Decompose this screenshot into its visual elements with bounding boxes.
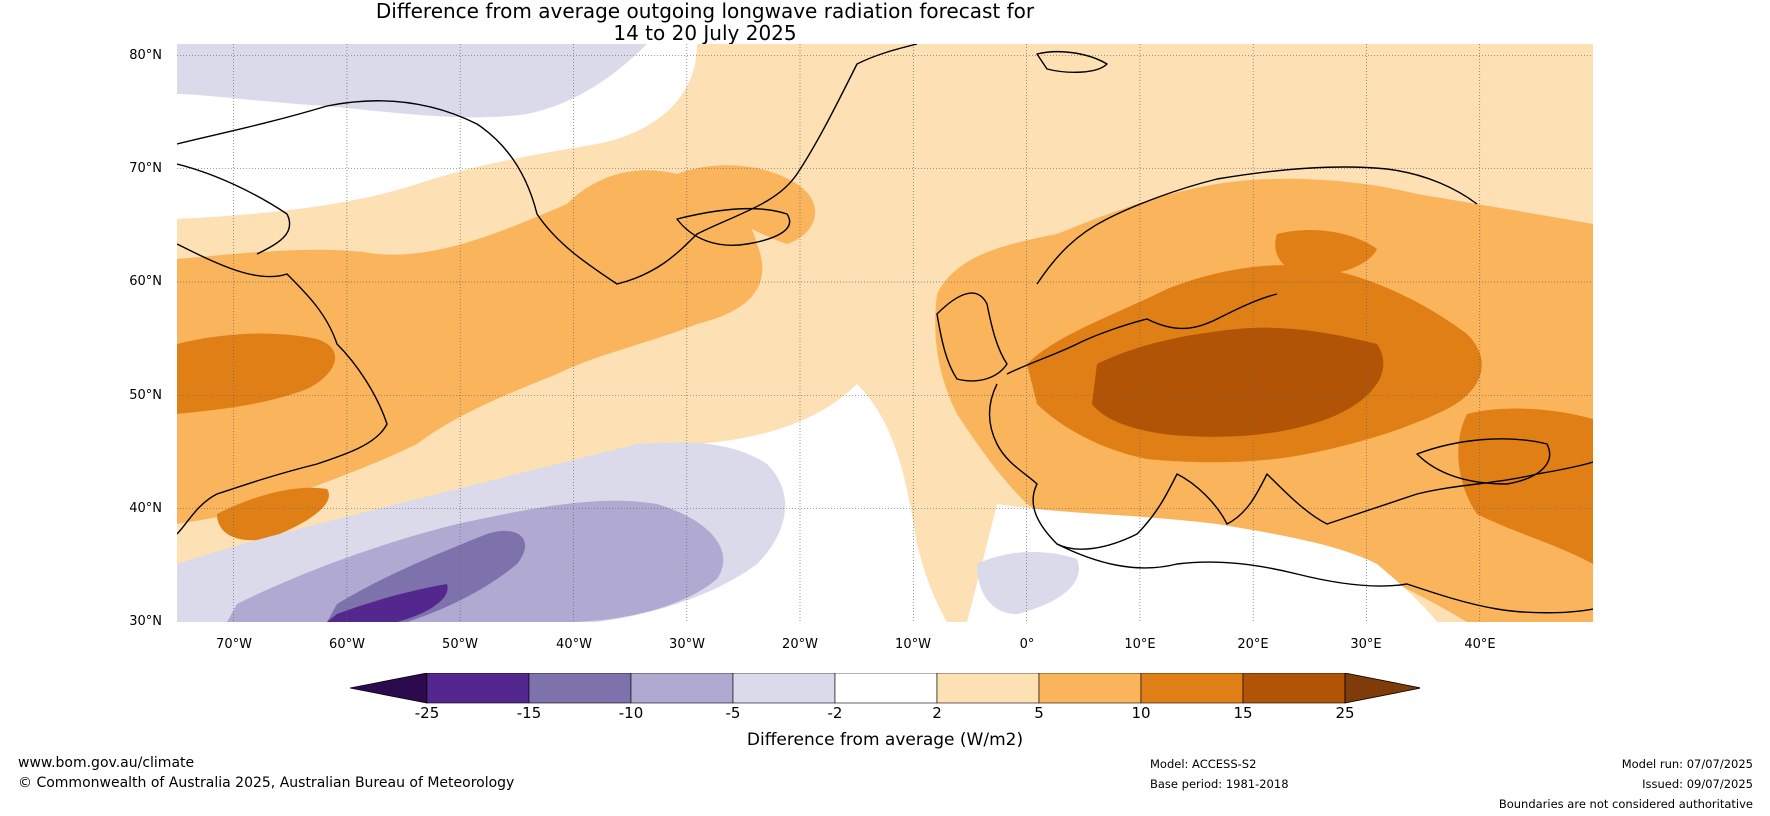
lon-label-40e: 40°E	[1464, 637, 1496, 652]
lon-label-10e: 10°E	[1124, 637, 1156, 652]
colorbar-extend-low	[350, 673, 428, 704]
coastline-greenland	[177, 44, 918, 285]
footer-model: Model: ACCESS-S2	[1150, 757, 1257, 771]
title-line-2: 14 to 20 July 2025	[613, 21, 797, 45]
colorbar-label: Difference from average (W/m2)	[746, 730, 1024, 750]
lon-label-70w: 70°W	[216, 637, 252, 652]
lon-label-60w: 60°W	[329, 637, 365, 652]
colorbar-tick: 2	[932, 704, 942, 722]
coastline-svalbard	[1036, 51, 1108, 73]
footer-disclaimer: Boundaries are not considered authoritat…	[1498, 797, 1753, 811]
map-gridlines	[177, 44, 1593, 622]
coastline-labrador	[177, 243, 388, 535]
colorbar-tick: -5	[725, 704, 741, 722]
anomaly-15-25-central-europe	[1092, 327, 1384, 437]
lat-label-80: 80°N	[129, 48, 162, 63]
lon-label-30w: 30°W	[669, 637, 705, 652]
lat-label-40: 40°N	[129, 501, 162, 516]
colorbar-tick: 25	[1335, 704, 1355, 722]
footer-copyright: © Commonwealth of Australia 2025, Austra…	[18, 775, 515, 791]
coastline-europe	[988, 293, 1593, 550]
anomaly-5-10-greenland-sea	[567, 165, 816, 244]
anomaly-neg-15-25-atlantic	[327, 584, 448, 622]
anomaly-10-15-scandinavia	[1275, 229, 1377, 276]
lon-label-20w: 20°W	[782, 637, 818, 652]
lon-label-0: 0°	[1019, 637, 1035, 652]
colorbar-tick: -15	[516, 704, 542, 722]
title-line-1: Difference from average outgoing longwav…	[375, 0, 1035, 23]
map-title: Difference from average outgoing longwav…	[0, 0, 1410, 44]
footer-website: www.bom.gov.au/climate	[18, 755, 195, 771]
colorbar-segment	[426, 673, 530, 704]
colorbar-segment	[630, 673, 734, 704]
footer-issued: Issued: 09/07/2025	[1642, 777, 1753, 791]
anomaly-neg-2-5-greenland	[177, 44, 647, 118]
colorbar-segment	[1140, 673, 1244, 704]
lon-label-30e: 30°E	[1350, 637, 1382, 652]
colorbar-tick: -10	[618, 704, 644, 722]
lon-label-20e: 20°E	[1237, 637, 1269, 652]
lon-label-40w: 40°W	[556, 637, 592, 652]
colorbar-segment	[732, 673, 836, 704]
coastline-north-africa	[1056, 543, 1593, 614]
anomaly-neg-10-15-atlantic	[327, 530, 526, 622]
colorbar-segment	[936, 673, 1040, 704]
coastline-norway	[1036, 166, 1478, 285]
colorbar-tick: 5	[1034, 704, 1044, 722]
lat-label-70: 70°N	[129, 161, 162, 176]
colorbar-segment	[528, 673, 632, 704]
lat-label-60: 60°N	[129, 274, 162, 289]
colorbar-segment	[1242, 673, 1346, 704]
anomaly-neutral-north-africa	[967, 504, 1437, 622]
coastlines	[177, 44, 1593, 614]
coastline-baffin	[177, 163, 291, 255]
colorbar-tick: -25	[414, 704, 440, 722]
colorbar	[350, 673, 1420, 704]
anomaly-5-10-atlantic	[177, 192, 763, 525]
lat-label-30: 30°N	[129, 614, 162, 629]
coastline-iceland	[676, 207, 791, 246]
colorbar-extend-high	[1344, 673, 1420, 704]
anomaly-10-15-labrador	[177, 333, 336, 414]
coastline-uk	[936, 292, 1008, 382]
footer-model-run: Model run: 07/07/2025	[1621, 757, 1753, 771]
coastline-black-sea	[1416, 438, 1551, 485]
lon-label-10w: 10°W	[895, 637, 931, 652]
anomaly-neg-2-5-morocco	[977, 552, 1079, 614]
footer-base-period: Base period: 1981-2018	[1150, 777, 1289, 791]
colorbar-tick: 10	[1131, 704, 1151, 722]
lon-label-50w: 50°W	[442, 637, 478, 652]
lat-label-50: 50°N	[129, 388, 162, 403]
colorbar-segment	[834, 673, 938, 704]
forecast-map	[177, 44, 1593, 622]
anomaly-10-15-newfoundland	[217, 487, 329, 541]
colorbar-tick: 15	[1233, 704, 1253, 722]
anomaly-10-15-east	[1458, 408, 1593, 564]
colorbar-segment	[1038, 673, 1142, 704]
colorbar-tick: -2	[827, 704, 843, 722]
